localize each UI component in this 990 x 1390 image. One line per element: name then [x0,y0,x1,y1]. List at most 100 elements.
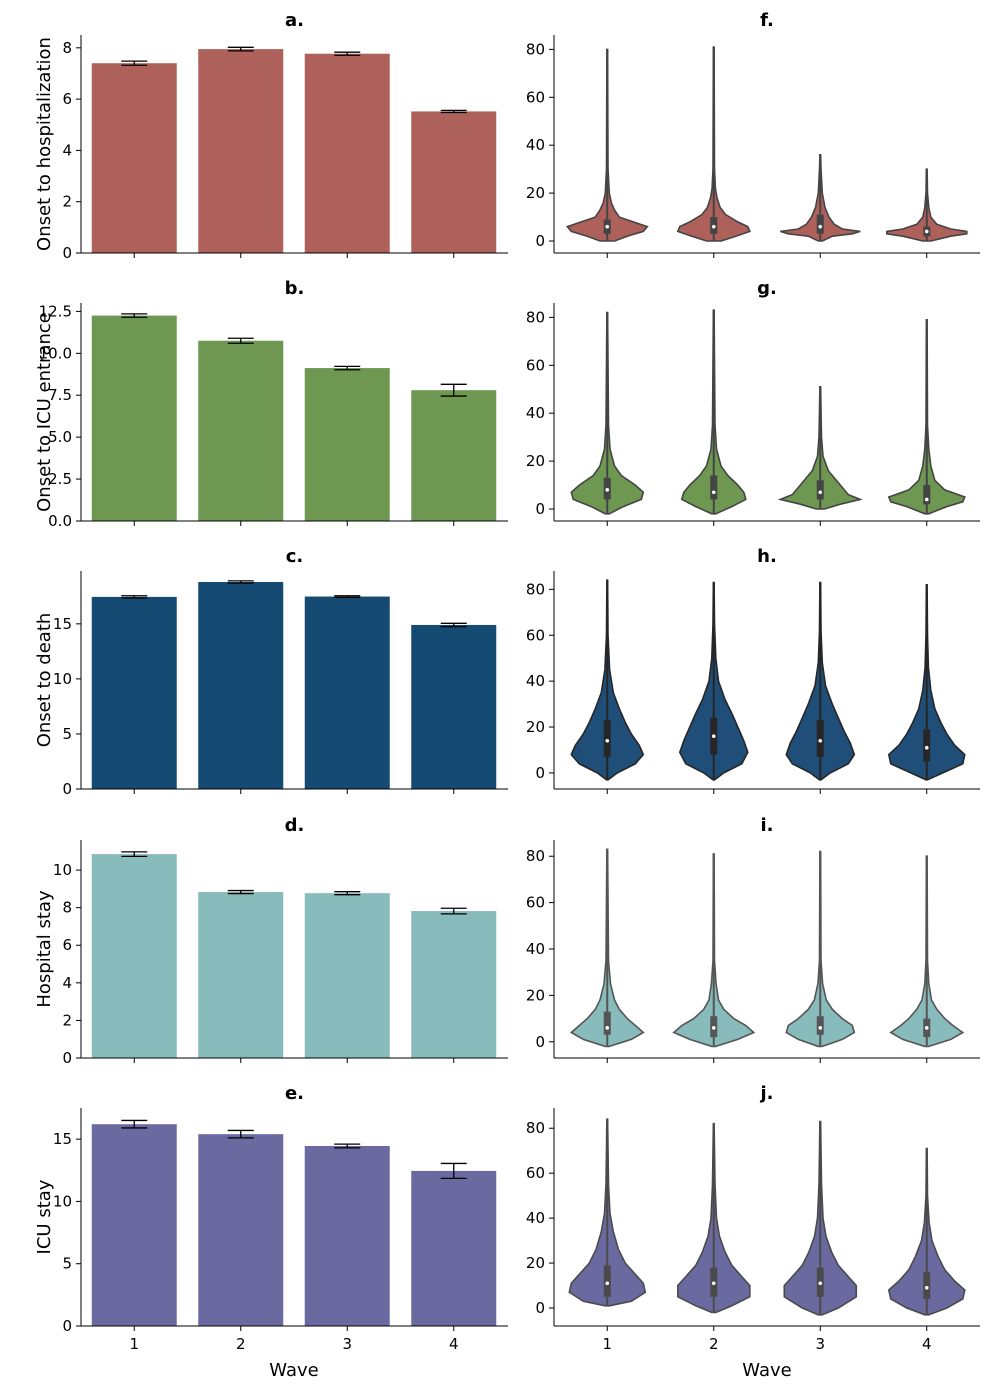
bar [198,892,284,1058]
y-tick-label: 80 [526,40,545,58]
violin-median [711,490,716,495]
x-axis-label-left: Wave [269,1360,318,1381]
violin-median [605,1281,610,1286]
panel-title: c. [286,546,304,567]
y-tick-label: 20 [526,1254,545,1272]
bar [198,582,284,789]
y-tick-label: 0 [535,764,545,782]
bar [304,893,390,1058]
x-axis-label-right: Wave [742,1360,791,1381]
y-tick-label: 40 [526,136,545,154]
panel-e: e. ICU stay 0 5 10 15 1 2 3 4 [34,1083,508,1353]
violin-median [605,739,610,743]
panel-a: a. Onset to hospitalization 0 2 4 6 8 [34,10,508,262]
y-tick-label: 2 [62,193,72,211]
y-tick-label: 60 [526,88,545,106]
violin-iqr-box [603,1265,611,1297]
y-tick-label: 6 [62,90,72,108]
y-tick-label: 5 [62,1255,72,1273]
x-tick-label: 2 [709,1335,719,1353]
panel-h: h. 0 20 40 60 80 [526,546,980,794]
y-tick-label: 0 [535,500,545,518]
x-tick-label: 4 [922,1335,932,1353]
bar [91,596,177,789]
y-tick-label: 0 [62,1049,72,1067]
y-tick-label: 7.5 [48,386,72,404]
y-tick-label: 6 [62,936,72,954]
violin-median [711,734,716,739]
y-tick-label: 0 [62,1317,72,1335]
y-tick-label: 80 [526,1119,545,1137]
violin-median [605,488,610,492]
y-tick-label: 0 [62,780,72,798]
violin-iqr-box [816,720,824,757]
y-tick-label: 80 [526,580,545,598]
y-tick-label: 60 [526,356,545,374]
y-tick-label: 20 [526,452,545,470]
y-axis-label: Hospital stay [34,890,55,1008]
violin-iqr-box [603,720,611,757]
y-axis-label: Onset to ICU entrance [34,312,55,512]
x-tick-label: 3 [815,1335,825,1353]
violin-median [818,1026,823,1030]
panel-title: e. [285,1083,304,1104]
y-axis-label: Onset to hospitalization [34,37,55,251]
violin-median [711,1026,716,1030]
violin-iqr-box [816,480,824,500]
violin-iqr-box [923,729,931,762]
violin-iqr-box [923,485,931,505]
violin-iqr-box [816,214,824,234]
violin-median [818,739,823,743]
y-tick-label: 10 [53,1192,72,1210]
violin-median [924,1026,929,1030]
y-tick-label: 8 [62,899,72,917]
violin-iqr-box [603,1011,611,1035]
panel-c: c. Onset to death 0 5 10 15 [34,546,508,798]
bar [198,340,284,521]
y-tick-label: 40 [526,940,545,958]
y-tick-label: 40 [526,1209,545,1227]
violin-median [924,497,929,502]
y-tick-label: 20 [526,718,545,736]
panel-title: j. [759,1083,773,1104]
y-tick-label: 10 [53,670,72,688]
violin-median [924,745,929,750]
y-tick-label: 8 [62,39,72,57]
violin-median [924,1285,929,1290]
y-tick-label: 15 [53,1130,72,1148]
x-tick-label: 3 [342,1335,352,1353]
y-tick-label: 5.0 [48,428,72,446]
violin-median [605,1026,610,1030]
y-tick-label: 2 [62,1011,72,1029]
y-axis-label: ICU stay [34,1179,55,1254]
bar [411,1170,497,1326]
y-tick-label: 15 [53,615,72,633]
y-tick-label: 0 [535,1299,545,1317]
bar [411,111,497,253]
panel-title: d. [285,815,305,836]
panel-title: i. [760,815,773,836]
x-tick-label: 1 [129,1335,139,1353]
y-tick-label: 80 [526,308,545,326]
y-tick-label: 40 [526,672,545,690]
y-tick-label: 80 [526,847,545,865]
bar [304,53,390,253]
bar [411,390,497,521]
bar [198,49,284,253]
bar [411,911,497,1058]
y-tick-label: 0 [62,244,72,262]
y-tick-label: 5 [62,725,72,743]
violin-iqr-box [710,475,718,500]
y-tick-label: 60 [526,1164,545,1182]
y-axis-label: Onset to death [34,613,55,748]
y-tick-label: 20 [526,986,545,1004]
y-tick-label: 60 [526,894,545,912]
bar [411,624,497,789]
violin-median [605,224,610,229]
panel-title: a. [285,10,304,31]
violin-iqr-box [816,1016,824,1035]
violin-median [924,229,929,234]
y-tick-label: 60 [526,626,545,644]
